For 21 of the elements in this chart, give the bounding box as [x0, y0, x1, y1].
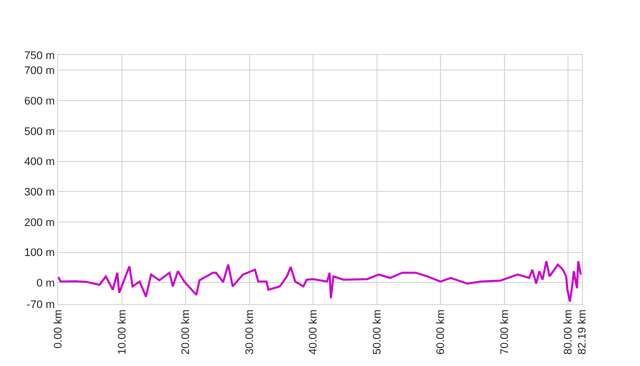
x-tick-label: 70.00 km [498, 309, 511, 355]
y-tick-label: 700 m [24, 65, 55, 78]
x-tick-label: 10.00 km [116, 309, 128, 355]
y-tick-label: 600 m [24, 95, 55, 108]
x-tick-label: 20.00 km [180, 309, 192, 355]
y-tick-label: 500 m [24, 126, 55, 138]
x-tick-label: 50.00 km [371, 309, 384, 355]
x-tick-label: 0.00 km [52, 309, 65, 349]
x-tick-label: 82.19 km [576, 309, 589, 355]
x-tick-label: 60.00 km [435, 309, 448, 355]
y-tick-label: 100 m [24, 247, 55, 260]
x-tick-label: 30.00 km [244, 309, 256, 355]
y-tick-label: 200 m [24, 216, 55, 229]
x-tick-label: 80.00 km [562, 309, 575, 355]
x-tick-label: 40.00 km [308, 309, 320, 355]
y-tick-label: 400 m [24, 156, 55, 168]
y-tick-label: 300 m [24, 186, 55, 198]
y-tick-label: 750 m [24, 50, 55, 62]
y-tick-label: 0 m [36, 278, 55, 290]
line-series [58, 260, 582, 303]
y-tick-label: -70 m [26, 298, 55, 311]
